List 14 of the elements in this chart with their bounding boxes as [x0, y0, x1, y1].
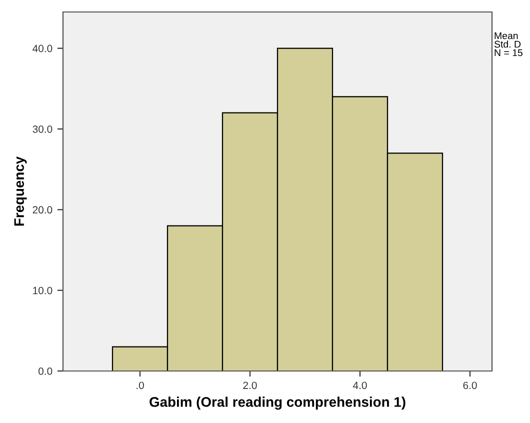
text: N = 15 [494, 49, 523, 56]
y-tick-label: 0.0 [38, 368, 52, 375]
text: Mean [494, 32, 518, 40]
y-tick-label: 20.0 [32, 206, 52, 214]
x-tick-label: 6.0 [463, 382, 477, 390]
y-tick-label: 40.0 [32, 44, 52, 52]
x-tick-label: 4.0 [353, 382, 367, 390]
y-tick-label: 30.0 [32, 125, 52, 133]
y-axis-title: Frequency [14, 156, 27, 226]
text: Std. D [494, 40, 521, 48]
x-tick-label: 2.0 [243, 382, 257, 390]
x-tick-label: .0 [136, 382, 144, 390]
x-axis-title: Gabim (Oral reading comprehension 1) [150, 396, 406, 410]
y-tick-label: 10.0 [33, 286, 52, 294]
